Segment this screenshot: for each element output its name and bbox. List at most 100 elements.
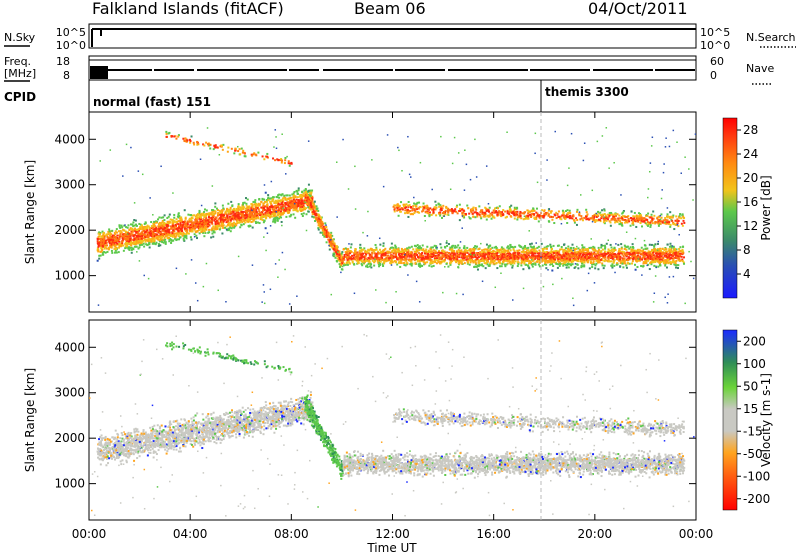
echo-cell — [257, 217, 260, 220]
echo-cell — [214, 210, 217, 213]
echo-cell — [657, 257, 660, 260]
echo-cell — [115, 228, 118, 231]
echo-cell — [589, 255, 592, 258]
echo-cell — [167, 222, 170, 225]
echo-cell — [297, 199, 300, 202]
echo-cell — [128, 246, 131, 249]
echo-cell — [286, 207, 289, 210]
echo-cell — [611, 255, 614, 258]
echo-cell — [346, 258, 349, 261]
echo-cell — [509, 249, 512, 252]
echo-cell — [304, 188, 307, 191]
echo-cell — [305, 191, 308, 194]
echo-cell — [177, 220, 180, 223]
echo-cell — [284, 202, 287, 205]
echo-cell — [343, 262, 346, 265]
echo-cell — [227, 219, 230, 222]
echo-cell — [301, 208, 304, 211]
echo-cell — [302, 192, 305, 195]
echo-cell — [603, 264, 606, 267]
echo-cell — [581, 260, 584, 263]
echo-cell — [311, 213, 314, 216]
echo-cell — [603, 250, 606, 253]
echo-cell — [138, 246, 141, 249]
echo-cell — [211, 209, 214, 212]
echo-cell — [235, 218, 238, 221]
echo-cell — [280, 207, 283, 210]
echo-cell — [117, 251, 120, 254]
echo-cell — [175, 227, 178, 230]
echo-cell — [605, 252, 608, 255]
echo-cell — [99, 240, 102, 243]
echo-cell — [479, 259, 482, 262]
echo-cell — [133, 245, 136, 248]
echo-cell — [114, 249, 117, 252]
echo-cell — [307, 201, 310, 204]
echo-cell — [201, 224, 204, 227]
echo-cell — [512, 259, 515, 262]
echo-cell — [537, 245, 540, 248]
echo-cell — [299, 197, 302, 200]
echo-cell — [140, 237, 143, 240]
echo-cell — [600, 246, 603, 249]
echo-cell — [621, 258, 624, 261]
echo-cell — [454, 259, 457, 262]
echo-cell — [228, 227, 231, 230]
echo-cell — [142, 226, 145, 229]
echo-cell — [167, 215, 170, 218]
echo-cell — [607, 255, 610, 258]
echo-cell — [468, 257, 471, 260]
echo-cell — [263, 198, 266, 201]
echo-cell — [170, 239, 173, 242]
echo-cell — [664, 262, 667, 265]
echo-cell — [146, 229, 149, 232]
echo-cell — [233, 217, 236, 220]
echo-cell — [477, 259, 480, 262]
echo-cell — [591, 258, 594, 261]
echo-cell — [148, 237, 151, 240]
echo-cell — [514, 260, 517, 263]
echo-cell — [673, 253, 676, 256]
echo-cell — [310, 191, 313, 194]
echo-cell — [552, 265, 555, 268]
echo-cell — [182, 238, 185, 241]
echo-cell — [319, 219, 322, 222]
echo-cell — [123, 224, 126, 227]
echo-cell — [168, 240, 171, 243]
echo-cell — [162, 235, 165, 238]
echo-cell — [236, 214, 239, 217]
echo-cell — [501, 256, 504, 259]
echo-cell — [422, 260, 425, 263]
echo-cell — [197, 221, 200, 224]
echo-cell — [249, 218, 252, 221]
echo-cell — [390, 257, 393, 260]
echo-cell — [99, 250, 102, 253]
echo-cell — [208, 231, 211, 234]
echo-cell — [448, 257, 451, 260]
echo-cell — [664, 247, 667, 250]
echo-cell — [122, 244, 125, 247]
echo-cell — [522, 249, 525, 252]
echo-cell — [140, 226, 143, 229]
echo-cell — [167, 220, 170, 223]
echo-cell — [663, 254, 666, 257]
echo-cell — [362, 248, 365, 251]
echo-cell — [594, 267, 597, 270]
echo-cell — [490, 257, 493, 260]
echo-cell — [589, 260, 592, 263]
echo-cell — [115, 231, 118, 234]
echo-cell — [442, 255, 445, 258]
echo-cell — [445, 256, 448, 259]
echo-cell — [518, 244, 521, 247]
echo-cell — [174, 232, 177, 235]
echo-cell — [447, 255, 450, 258]
echo-cell — [258, 210, 261, 213]
echo-cell — [254, 220, 257, 223]
echo-cell — [203, 210, 206, 213]
echo-cell — [641, 258, 644, 261]
echo-cell — [434, 256, 437, 259]
echo-cell — [534, 247, 537, 250]
echo-cell — [532, 259, 535, 262]
echo-cell — [527, 249, 530, 252]
echo-cell — [145, 234, 148, 237]
